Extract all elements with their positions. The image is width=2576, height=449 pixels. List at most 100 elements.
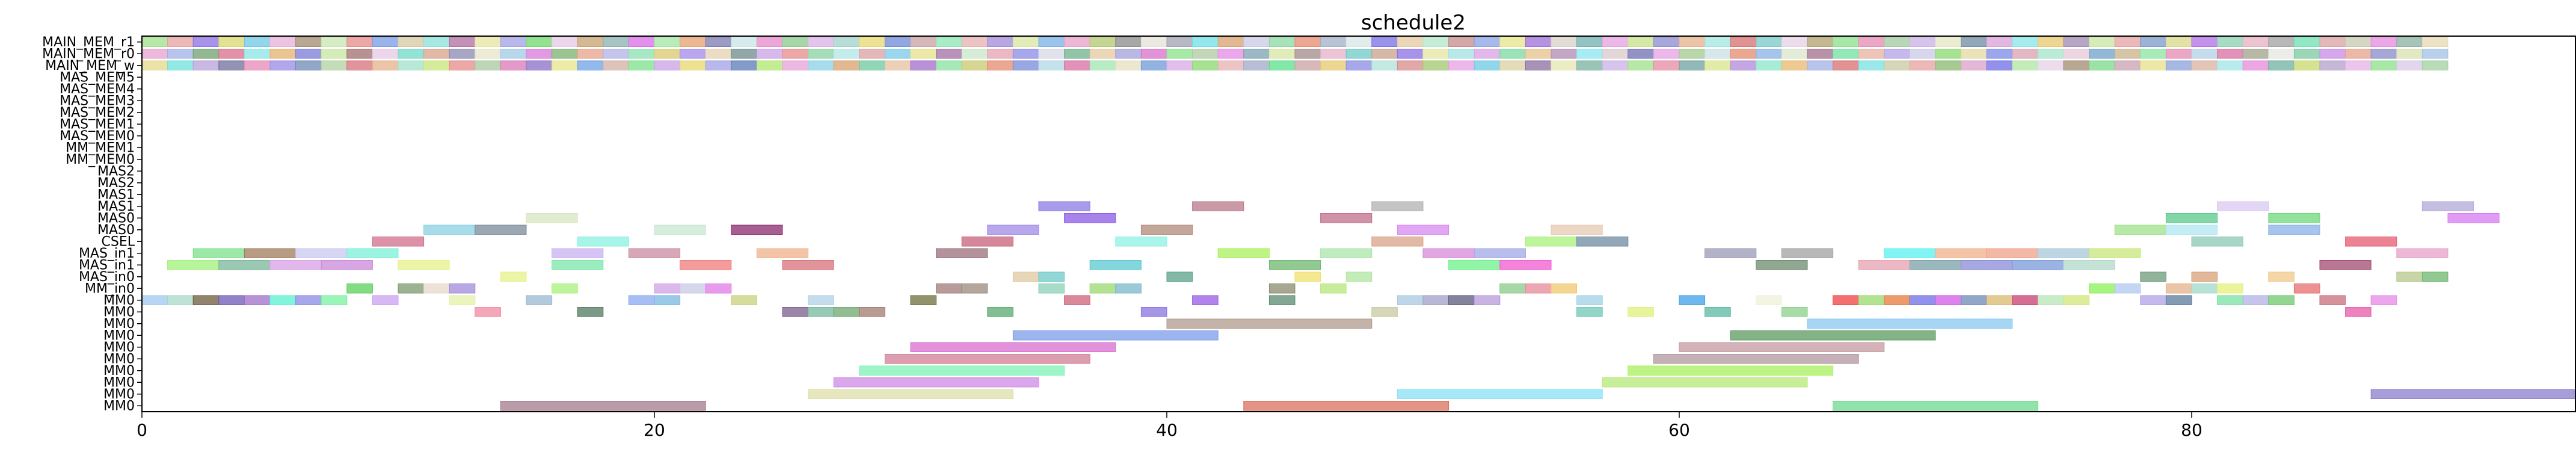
task-bar: [1192, 37, 1219, 47]
task-bar: [2037, 295, 2064, 305]
task-bar: [2063, 49, 2090, 59]
task-bar: [603, 49, 629, 59]
task-bar: [552, 248, 604, 258]
y-tick-label: MM0: [103, 317, 135, 332]
task-bar: [1961, 260, 2013, 270]
task-bar: [1781, 49, 1808, 59]
task-bar: [2165, 37, 2192, 47]
task-bar: [1243, 37, 1270, 47]
task-bar: [884, 37, 911, 47]
task-bar: [1781, 37, 1808, 47]
task-bar: [192, 248, 245, 258]
task-bar: [1294, 49, 1321, 59]
task-bar: [1192, 295, 1219, 305]
task-bar: [2396, 271, 2423, 282]
task-bar: [2242, 37, 2269, 47]
task-bar: [936, 248, 988, 258]
task-bar: [1807, 37, 1834, 47]
task-bar: [1781, 307, 1808, 317]
task-bar: [1166, 60, 1193, 70]
task-bar: [500, 60, 527, 70]
task-bar: [1422, 49, 1449, 59]
task-bar: [346, 60, 373, 70]
task-bar: [2089, 60, 2115, 70]
task-bar: [2037, 60, 2064, 70]
task-bar: [552, 49, 578, 59]
task-bar: [552, 37, 578, 47]
task-bar: [1115, 237, 1167, 247]
task-bar: [961, 283, 988, 294]
task-bar: [808, 37, 834, 47]
task-bar: [2370, 295, 2397, 305]
y-tick-label: MM0: [103, 364, 135, 379]
task-bar: [1909, 60, 1936, 70]
task-bar: [1833, 295, 1859, 305]
task-bar: [1986, 60, 2013, 70]
task-bar: [1935, 60, 1962, 70]
task-bar: [192, 37, 220, 47]
task-bar: [2345, 49, 2372, 59]
y-tick-label: MAS_MEM2: [60, 105, 135, 120]
task-bar: [449, 37, 476, 47]
task-bar: [1628, 365, 1834, 376]
task-bar: [1345, 37, 1373, 47]
task-bar: [244, 60, 271, 70]
task-bar: [1551, 37, 1578, 47]
task-bar: [1345, 60, 1373, 70]
task-bar: [2217, 201, 2269, 211]
task-bar: [552, 60, 578, 70]
task-bar: [961, 37, 988, 47]
y-tick-label: CSEL: [102, 234, 135, 249]
task-bar: [2140, 49, 2166, 59]
task-bar: [987, 37, 1013, 47]
task-bar: [1833, 37, 1859, 47]
task-bar: [1935, 248, 1987, 258]
task-bar: [1858, 295, 1885, 305]
task-bar: [372, 37, 399, 47]
task-bar: [1653, 37, 1680, 47]
y-tick-label: MM0: [103, 375, 135, 390]
task-bar: [1602, 37, 1629, 47]
task-bar: [321, 295, 348, 305]
task-bar: [526, 60, 553, 70]
task-bar: [2089, 283, 2115, 294]
task-bar: [2063, 60, 2090, 70]
task-bar: [1012, 330, 1219, 341]
y-tick-label: MAS1: [97, 187, 135, 202]
task-bar: [372, 295, 399, 305]
task-bar: [910, 49, 937, 59]
task-bar: [2421, 37, 2448, 47]
task-bar: [756, 49, 783, 59]
task-bar: [756, 248, 809, 258]
task-bar: [833, 377, 1039, 388]
task-bar: [1243, 60, 1270, 70]
task-bar: [2114, 37, 2141, 47]
task-bar: [1371, 201, 1424, 211]
task-bar: [1679, 295, 1706, 305]
task-bar: [2217, 283, 2243, 294]
task-bar: [2012, 260, 2064, 270]
task-bar: [1858, 49, 1885, 59]
task-bar: [1064, 37, 1090, 47]
task-bar: [1474, 248, 1526, 258]
x-axis-ticks: 0 20 40 60 80: [137, 412, 2203, 440]
task-bar: [859, 307, 885, 317]
task-bar: [1371, 237, 1424, 247]
task-bar: [1012, 49, 1039, 59]
task-bar: [2217, 37, 2243, 47]
task-bar: [910, 295, 937, 305]
task-bar: [2370, 37, 2397, 47]
task-bar: [167, 260, 220, 270]
task-bar: [2345, 237, 2397, 247]
task-bar: [1474, 295, 1501, 305]
task-bar: [1064, 295, 1090, 305]
task-bar: [1422, 37, 1449, 47]
task-bar: [1499, 37, 1526, 47]
task-bar: [731, 295, 757, 305]
task-bar: [1448, 295, 1475, 305]
task-bar: [1935, 37, 1962, 47]
task-bar: [1115, 60, 1142, 70]
plot-frame: [141, 36, 2576, 412]
task-bar: [808, 307, 834, 317]
task-bar: [1602, 60, 1629, 70]
